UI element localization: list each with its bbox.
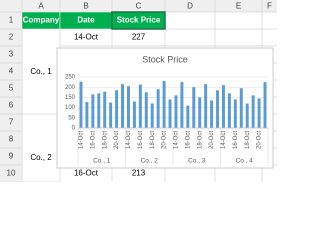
bar bbox=[210, 100, 214, 128]
group-label: Co., 3 bbox=[188, 158, 206, 165]
bar bbox=[115, 90, 119, 128]
row-number: 9 bbox=[9, 152, 14, 161]
cell-text: 14-Oct bbox=[74, 33, 99, 42]
bar bbox=[97, 93, 101, 128]
x-tick-label: 16-Oct bbox=[138, 131, 144, 149]
cell-text: 213 bbox=[132, 169, 146, 178]
column-letter: D bbox=[187, 2, 193, 11]
row-header-bar bbox=[0, 0, 22, 182]
bar bbox=[121, 84, 125, 128]
bar bbox=[227, 93, 231, 128]
column-letter: F bbox=[267, 2, 272, 11]
x-tick-label: 16-Oct bbox=[233, 131, 239, 149]
bar bbox=[126, 86, 130, 128]
x-tick-label: 14-Oct bbox=[126, 131, 132, 149]
x-tick-label: 16-Oct bbox=[185, 131, 191, 149]
selected-cell bbox=[111, 11, 166, 30]
bar bbox=[263, 82, 267, 128]
bar bbox=[239, 88, 243, 128]
group-label: Co., 2 bbox=[141, 158, 159, 165]
x-tick-label: 20-Oct bbox=[162, 131, 168, 149]
bar bbox=[192, 87, 196, 128]
row-number: 10 bbox=[7, 169, 16, 178]
y-tick-label: 100 bbox=[65, 105, 76, 111]
chart: Stock Price 0 50 100 150 200 250 14-Oct 16-Oct 18… bbox=[56, 47, 274, 169]
bar bbox=[144, 92, 148, 128]
x-tick-label: 20-Oct bbox=[257, 131, 263, 149]
bar bbox=[150, 103, 154, 128]
x-tick-label: 20-Oct bbox=[209, 131, 215, 149]
bar bbox=[221, 85, 225, 128]
bar bbox=[103, 91, 107, 128]
header-text: Stock Price bbox=[117, 16, 161, 25]
bar bbox=[109, 102, 113, 128]
column-letter: A bbox=[38, 2, 44, 11]
bar bbox=[162, 81, 166, 128]
x-tick-label: 18-Oct bbox=[245, 131, 251, 149]
column-letter: E bbox=[236, 2, 241, 11]
bar bbox=[251, 95, 255, 128]
column-letter: B bbox=[83, 2, 88, 11]
x-tick-label: 18-Oct bbox=[102, 131, 108, 149]
bar bbox=[132, 101, 136, 128]
group-label: Co., 1 bbox=[93, 158, 111, 165]
column-header-bar bbox=[0, 0, 277, 12]
bar bbox=[216, 90, 220, 128]
row-number: 3 bbox=[9, 50, 14, 59]
x-tick-label: 14-Oct bbox=[79, 131, 85, 149]
header-text: Company bbox=[23, 16, 60, 25]
bar bbox=[156, 89, 160, 128]
bar bbox=[186, 105, 190, 128]
y-tick-label: 150 bbox=[65, 95, 76, 101]
bar bbox=[85, 102, 89, 128]
row-number: 8 bbox=[9, 135, 14, 144]
header-text: Date bbox=[77, 16, 95, 25]
x-tick-label: 18-Oct bbox=[150, 131, 156, 149]
bar bbox=[180, 82, 184, 128]
bar bbox=[79, 81, 83, 128]
merged-cell-text: Co., 1 bbox=[30, 67, 52, 76]
y-tick-label: 50 bbox=[68, 115, 75, 121]
y-tick-label: 0 bbox=[72, 126, 76, 132]
x-tick-label: 18-Oct bbox=[197, 131, 203, 149]
x-tick-label: 14-Oct bbox=[174, 131, 180, 149]
page: {"sheet": { "columns": ["A", "B", "C", "… bbox=[0, 0, 277, 182]
bar bbox=[174, 95, 178, 128]
bar bbox=[168, 99, 172, 128]
x-tick-label: 16-Oct bbox=[90, 131, 96, 149]
row-number: 2 bbox=[9, 33, 14, 42]
bar bbox=[245, 103, 249, 128]
bar bbox=[257, 98, 261, 128]
bar bbox=[204, 84, 208, 128]
bar bbox=[138, 84, 142, 128]
y-tick-label: 250 bbox=[65, 75, 76, 81]
row-number: 4 bbox=[9, 67, 14, 76]
bar bbox=[91, 94, 95, 128]
cell-text: 16-Oct bbox=[74, 169, 99, 178]
x-tick-label: 14-Oct bbox=[221, 131, 227, 149]
cell-text: 227 bbox=[132, 33, 146, 42]
y-tick-label: 200 bbox=[65, 85, 76, 91]
column-letter: C bbox=[136, 2, 142, 11]
row-number: 1 bbox=[9, 16, 14, 25]
merged-cell-text: Co., 2 bbox=[30, 153, 52, 162]
spreadsheet: 1 2 3 4 5 6 7 8 9 10 A B C D E F Company Date Stock Price 1… bbox=[0, 0, 277, 182]
row-number: 7 bbox=[9, 118, 14, 127]
x-tick-label: 20-Oct bbox=[114, 131, 120, 149]
row-number: 6 bbox=[9, 101, 14, 110]
chart-title: Stock Price bbox=[142, 54, 188, 64]
row-number: 5 bbox=[9, 84, 14, 93]
group-label: Co., 4 bbox=[236, 158, 254, 165]
bar bbox=[233, 99, 237, 128]
bar bbox=[198, 97, 202, 128]
